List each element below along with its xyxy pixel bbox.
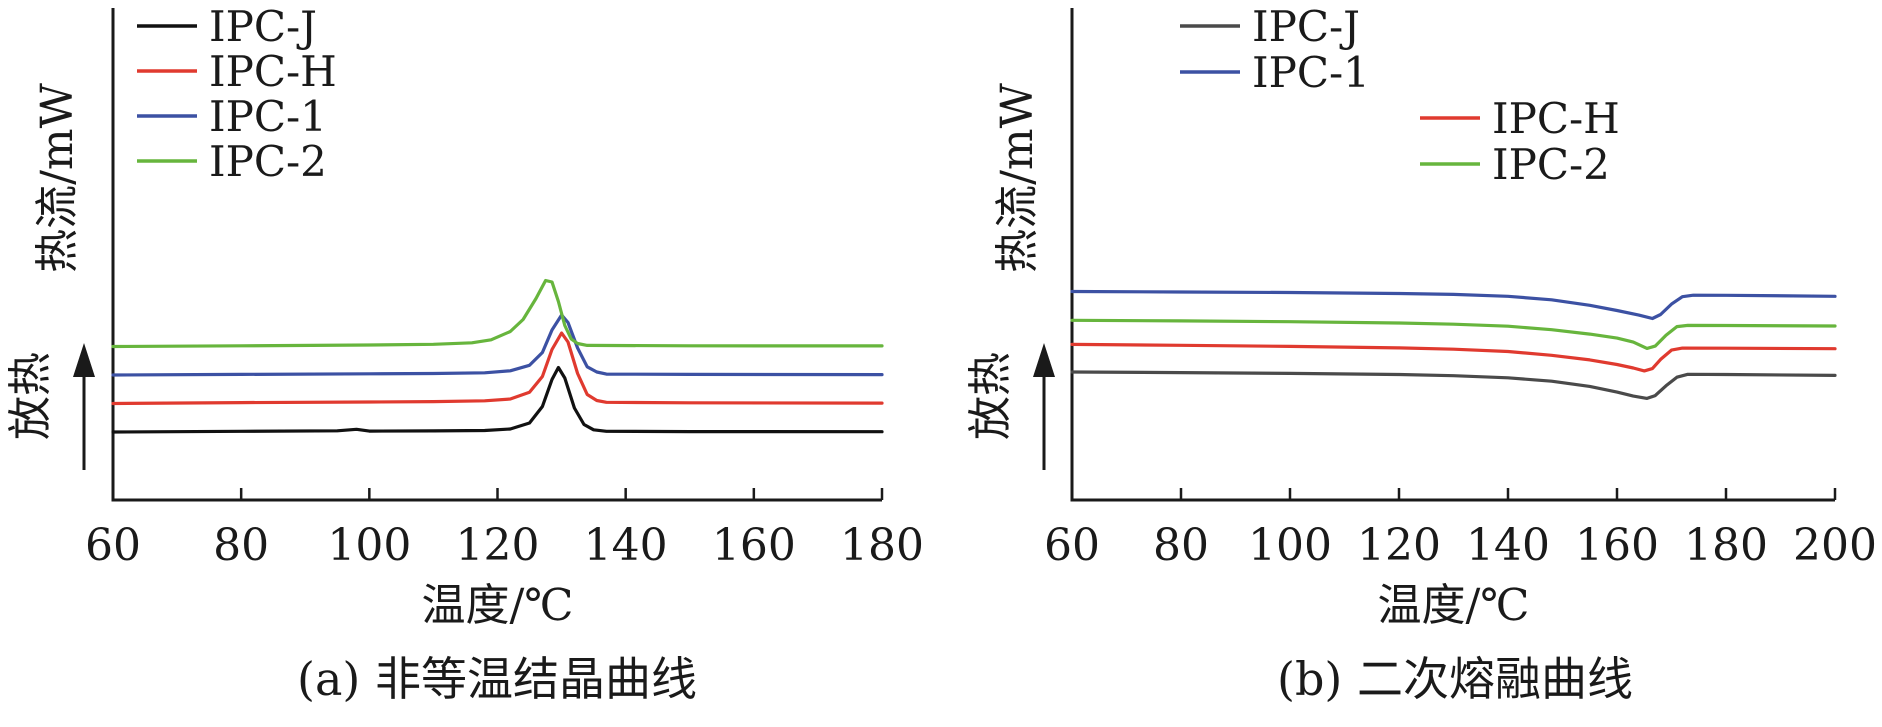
exotherm-label: 放热 <box>965 352 1016 440</box>
legend-label: IPC-J <box>1252 2 1360 51</box>
legend-label: IPC-2 <box>209 137 327 186</box>
series-line-ipc-2 <box>1070 318 1837 350</box>
panel-caption: (a) 非等温结晶曲线 <box>297 652 697 706</box>
x-tick-label: 160 <box>712 520 796 571</box>
x-tick-label: 140 <box>584 520 668 571</box>
exotherm-arrow-icon <box>1033 343 1055 377</box>
series-line-ipc-j <box>111 365 884 434</box>
x-tick-label: 100 <box>327 520 411 571</box>
exotherm-label: 放热 <box>5 352 56 440</box>
y-axis-label: 热流/mW <box>992 82 1043 273</box>
panel-caption: (b) 二次熔融曲线 <box>1277 652 1633 706</box>
x-axis-label: 温度/℃ <box>421 580 573 631</box>
x-tick-label: 180 <box>1684 520 1768 571</box>
x-tick-label: 80 <box>1153 520 1209 571</box>
x-tick-label: 80 <box>213 520 269 571</box>
x-tick-label: 60 <box>85 520 141 571</box>
exotherm-arrow-icon <box>73 343 95 377</box>
x-tick-label: 200 <box>1793 520 1877 571</box>
series-line-ipc-h <box>1070 342 1837 373</box>
legend-label: IPC-1 <box>209 92 327 141</box>
x-tick-label: 140 <box>1466 520 1550 571</box>
x-tick-label: 100 <box>1248 520 1332 571</box>
legend-label: IPC-J <box>209 2 317 51</box>
series-line-ipc-1 <box>1070 289 1837 321</box>
series-line-ipc-h <box>111 331 884 406</box>
x-tick-label: 60 <box>1044 520 1100 571</box>
x-axis-label: 温度/℃ <box>1377 580 1529 631</box>
legend-label: IPC-H <box>1492 94 1620 143</box>
series-line-ipc-2 <box>111 278 884 349</box>
y-axis-label: 热流/mW <box>32 82 83 273</box>
series-line-ipc-1 <box>111 313 884 377</box>
x-tick-label: 120 <box>456 520 540 571</box>
legend-label: IPC-2 <box>1492 140 1610 189</box>
x-tick-label: 160 <box>1575 520 1659 571</box>
series-line-ipc-j <box>1070 370 1837 400</box>
x-tick-label: 180 <box>840 520 924 571</box>
legend-label: IPC-H <box>209 47 337 96</box>
x-tick-label: 120 <box>1357 520 1441 571</box>
legend-label: IPC-1 <box>1252 48 1370 97</box>
